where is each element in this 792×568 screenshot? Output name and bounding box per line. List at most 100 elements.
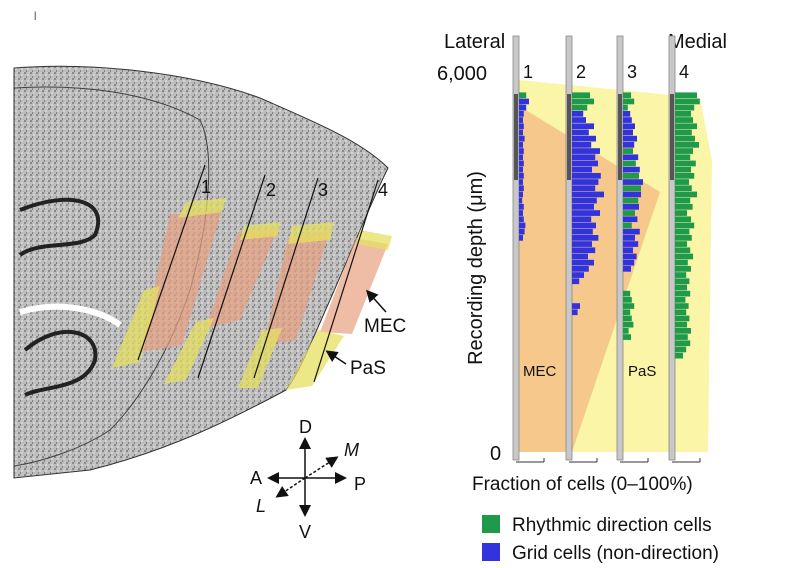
probe-2-label: 2 — [576, 62, 586, 82]
probe-2-grid-bar — [572, 117, 586, 123]
legend-swatch-grid — [482, 543, 500, 561]
probe-4-rhythmic-bar — [675, 309, 687, 316]
svg-text:|: | — [34, 10, 36, 20]
probe-4-rhythmic-bar — [675, 222, 695, 229]
probe-3-grid-bar — [623, 191, 641, 198]
compass-anterior: A — [250, 468, 262, 488]
legend-label-rhythmic: Rhythmic direction cells — [512, 515, 712, 536]
probe-1-grid-bar — [519, 135, 525, 142]
compass-medial: M — [344, 440, 359, 460]
probe-4-rhythmic-bar — [675, 191, 697, 198]
probe-1-grid-bar — [519, 160, 524, 167]
probe-4-rhythmic-bar — [675, 210, 687, 216]
histology-panel: | 1 2 — [13, 10, 406, 542]
probe-4-rhythmic-bar — [675, 216, 691, 223]
probe-4-rhythmic-bar — [675, 266, 691, 272]
histology-probe-label-4: 4 — [378, 180, 388, 200]
probe-4-rhythmic-bar — [675, 334, 688, 340]
probe-3-grid-bar — [623, 166, 640, 173]
probe-3-grid-bar — [623, 247, 633, 254]
probe-2-grid-bar — [572, 309, 578, 316]
probe-4-label: 4 — [679, 62, 689, 82]
y-axis-label: Recording depth (μm) — [465, 171, 487, 365]
probe-2-grid-bar — [572, 253, 588, 260]
probe-1-grid-bar — [519, 117, 523, 123]
probe-1-grid-bar — [519, 123, 524, 130]
probe-3-rhythmic-bar — [623, 303, 635, 309]
probe-4-rhythmic-bar — [675, 117, 693, 123]
probe-1-grid-bar — [519, 166, 523, 173]
probe-3-grid-bar — [623, 123, 635, 130]
probe-2-grid-bar — [572, 235, 599, 241]
probe-3-rhythmic-bar — [623, 222, 632, 229]
probe-1-grid-bar — [519, 185, 524, 192]
probe-2-grid-bar — [572, 216, 592, 223]
probe-2-grid-bar — [572, 135, 596, 142]
probe-labels: 1 2 3 4 — [201, 177, 388, 200]
probe-4-rhythmic-bar — [675, 328, 691, 334]
probe-1-grid-bar — [519, 235, 523, 241]
legend: Rhythmic direction cells Grid cells (non… — [482, 515, 719, 564]
probe-3-rhythmic-bar — [623, 334, 631, 340]
probe-4-histogram: 4 — [668, 35, 701, 463]
probe-3-rhythmic-bar — [623, 173, 639, 179]
probe-3-histogram: 3 — [616, 35, 649, 463]
probe-4-rhythmic-bar — [675, 204, 693, 210]
probe-3-rhythmic-bar — [623, 309, 631, 316]
axis-end-lateral: Lateral — [444, 31, 505, 53]
probe-3-grid-bar — [623, 259, 635, 266]
probe-1-grid-bar — [519, 191, 523, 198]
orientation-compass: D V A P M L — [250, 417, 366, 542]
probe-4-rhythmic-bar — [675, 104, 695, 111]
probe-3-rhythmic-bar — [623, 197, 639, 204]
probe-4-rhythmic-bar — [675, 340, 691, 347]
x-axis-label: Fraction of cells (0–100%) — [472, 474, 693, 495]
compass-dorsal: D — [299, 417, 312, 437]
probe-1-label: 1 — [523, 62, 533, 82]
probe-2-rhythmic-bar — [572, 92, 590, 99]
pas-overlays — [112, 198, 392, 390]
ventricle — [19, 303, 122, 328]
probe-3-grid-bar — [623, 129, 633, 136]
probe-2-grid-bar — [572, 123, 594, 130]
probe-4-rhythmic-bar — [675, 235, 692, 241]
probe-2-grid-bar — [572, 179, 599, 185]
probe-1-grid-bar — [519, 104, 527, 111]
probe-4-rhythmic-bar — [675, 247, 691, 254]
probe-3-grid-bar — [623, 235, 635, 241]
probe-4-rhythmic-bar — [675, 241, 687, 247]
probe-1-grid-bar — [519, 222, 526, 229]
probe-1-grid-bar — [519, 142, 523, 148]
probe-1-grid-bar — [519, 98, 529, 105]
compass-ventral: V — [299, 522, 311, 542]
probe-1-grid-bar — [519, 204, 524, 210]
histology-probe-label-3: 3 — [318, 180, 328, 200]
probe-3-grid-bar — [623, 117, 632, 123]
probe-2-grid-bar — [572, 228, 593, 235]
probe-1-grid-bar — [519, 154, 523, 161]
probe-3-rhythmic-bar — [623, 160, 636, 167]
probe-4-rhythmic-bar — [675, 303, 689, 309]
probe-4-rhythmic-bar — [675, 111, 691, 117]
probe-1-grid-bar — [519, 179, 523, 185]
probe-4-rhythmic-bar — [675, 259, 688, 266]
probe-4-rhythmic-bar — [675, 123, 697, 130]
probe-2-grid-bar — [572, 272, 584, 278]
probe-2-grid-bar — [572, 154, 596, 161]
probe-1-grid-bar — [519, 173, 524, 179]
legend-swatch-rhythmic — [482, 515, 500, 533]
probe-1-grid-bar — [519, 228, 525, 235]
probe-3-rhythmic-bar — [623, 98, 635, 105]
probe-2-grid-bar — [572, 191, 604, 198]
probe-3-grid-bar — [623, 142, 635, 148]
histology-probe-label-2: 2 — [266, 180, 276, 200]
probe-4-rhythmic-bar — [675, 228, 690, 235]
probe-4-rhythmic-bar — [675, 315, 690, 322]
probe-3-grid-bar — [623, 204, 639, 210]
probe-4-rhythmic-bar — [675, 352, 683, 359]
probe-3-rhythmic-bar — [623, 104, 628, 111]
probe-2-grid-bar — [572, 148, 600, 154]
pas-region-label: PaS — [628, 363, 656, 380]
probe-1-grid-bar — [519, 111, 524, 117]
probe-3-rhythmic-bar — [623, 210, 635, 216]
